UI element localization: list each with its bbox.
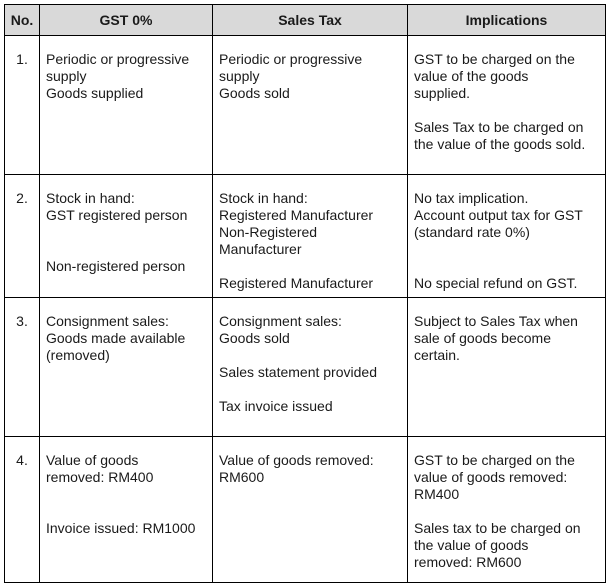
- cell-line: Periodic or progressive: [219, 51, 363, 67]
- implications-cell: GST to be charged on the value of the go…: [407, 35, 606, 175]
- cell-line: Invoice issued: RM1000: [46, 520, 196, 536]
- cell-line: Goods made available: [46, 330, 186, 346]
- sales-tax-cell: Consignment sales: Goods sold Sales stat…: [212, 297, 408, 437]
- sales-tax-cell: Periodic or progressive supply Goods sol…: [212, 35, 408, 175]
- gst-cell: Value of goods removed: RM400 Invoice is…: [39, 436, 213, 583]
- spacer: [46, 224, 208, 258]
- header-sales-tax: Sales Tax: [212, 4, 408, 36]
- cell-line: GST registered person: [46, 207, 188, 223]
- cell-line: certain.: [414, 347, 460, 363]
- cell-line: RM400: [414, 486, 460, 502]
- header-gst: GST 0%: [39, 4, 213, 36]
- cell-line: Account output tax for GST: [414, 207, 583, 223]
- cell-line: Tax invoice issued: [219, 398, 333, 414]
- gst-sales-tax-table: No. GST 0% Sales Tax Implications 1. Per…: [4, 4, 606, 583]
- cell-line: Sales Tax to be charged on: [414, 119, 584, 135]
- cell-line: Goods supplied: [46, 85, 144, 101]
- cell-line: Non-registered person: [46, 258, 186, 274]
- table-row: 3. Consignment sales: Goods made availab…: [4, 297, 606, 437]
- implications-cell: No tax implication. Account output tax f…: [407, 174, 606, 298]
- cell-line: GST to be charged on the: [414, 51, 575, 67]
- cell-line: supplied.: [414, 85, 471, 101]
- cell-line: (removed): [46, 347, 110, 363]
- cell-line: No special refund on GST.: [414, 275, 578, 291]
- cell-line: Registered Manufacturer: [219, 275, 374, 291]
- header-no: No.: [4, 4, 40, 36]
- cell-line: Sales tax to be charged on: [414, 520, 581, 536]
- cell-line: Periodic or progressive: [46, 51, 190, 67]
- cell-line: sale of goods become: [414, 330, 551, 346]
- spacer: [414, 503, 601, 520]
- cell-line: Sales statement provided: [219, 364, 377, 380]
- spacer: [219, 381, 403, 398]
- table-row: 4. Value of goods removed: RM400 Invoice…: [4, 436, 606, 583]
- cell-line: GST to be charged on the: [414, 452, 575, 468]
- cell-line: (standard rate 0%): [414, 224, 530, 240]
- spacer: [46, 486, 208, 520]
- row-number: 3.: [4, 297, 40, 437]
- implications-cell: GST to be charged on the value of goods …: [407, 436, 606, 583]
- cell-line: Consignment sales:: [219, 313, 342, 329]
- cell-line: Value of goods: [46, 452, 139, 468]
- cell-line: supply: [46, 68, 87, 84]
- cell-line: Consignment sales:: [46, 313, 169, 329]
- cell-line: No tax implication.: [414, 190, 529, 206]
- cell-line: the value of the goods sold.: [414, 136, 586, 152]
- row-number: 2.: [4, 174, 40, 298]
- cell-line: Subject to Sales Tax when: [414, 313, 578, 329]
- cell-line: removed: RM600: [414, 554, 522, 570]
- cell-line: Goods sold: [219, 330, 290, 346]
- cell-line: RM600: [219, 469, 265, 485]
- spacer: [219, 347, 403, 364]
- gst-cell: Consignment sales: Goods made available …: [39, 297, 213, 437]
- cell-line: Manufacturer: [219, 241, 302, 257]
- header-row: No. GST 0% Sales Tax Implications: [4, 4, 606, 36]
- cell-line: value of the goods: [414, 68, 529, 84]
- cell-line: Goods sold: [219, 85, 290, 101]
- cell-line: Registered Manufacturer: [219, 207, 374, 223]
- sales-tax-cell: Stock in hand: Registered Manufacturer N…: [212, 174, 408, 298]
- sales-tax-cell: Value of goods removed: RM600: [212, 436, 408, 583]
- cell-line: Non-Registered: [219, 224, 318, 240]
- gst-cell: Periodic or progressive supply Goods sup…: [39, 35, 213, 175]
- spacer: [219, 258, 403, 275]
- cell-line: Stock in hand:: [219, 190, 308, 206]
- cell-line: value of goods removed:: [414, 469, 568, 485]
- row-number: 4.: [4, 436, 40, 583]
- table-row: 2. Stock in hand: GST registered person …: [4, 174, 606, 298]
- gst-cell: Stock in hand: GST registered person Non…: [39, 174, 213, 298]
- cell-line: Value of goods removed:: [219, 452, 374, 468]
- spacer: [414, 102, 601, 119]
- row-number: 1.: [4, 35, 40, 175]
- cell-line: Stock in hand:: [46, 190, 135, 206]
- cell-line: supply: [219, 68, 260, 84]
- cell-line: removed: RM400: [46, 469, 154, 485]
- cell-line: the value of goods: [414, 537, 529, 553]
- spacer: [414, 241, 601, 275]
- table-row: 1. Periodic or progressive supply Goods …: [4, 35, 606, 175]
- header-implications: Implications: [407, 4, 606, 36]
- implications-cell: Subject to Sales Tax when sale of goods …: [407, 297, 606, 437]
